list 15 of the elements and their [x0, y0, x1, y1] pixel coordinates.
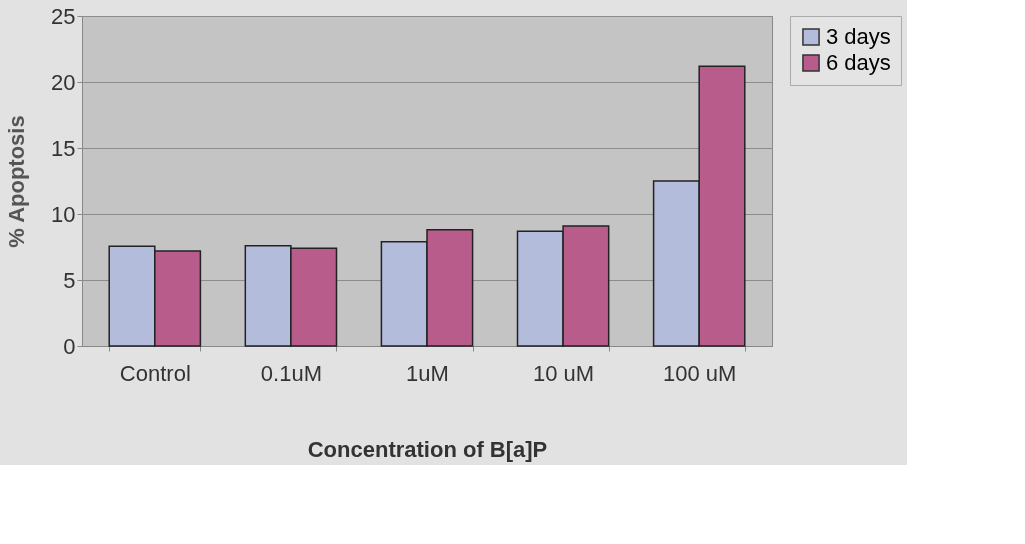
x-tick-label: 10 uM — [533, 360, 595, 386]
legend-label: 6 days — [826, 50, 891, 75]
y-tick-label: 15 — [51, 135, 76, 161]
x-axis-title: Concentration of B[a]P — [307, 436, 548, 462]
x-tick-label: Control — [119, 360, 191, 386]
y-tick-label: 5 — [63, 267, 76, 293]
y-tick-label: 0 — [63, 333, 76, 359]
y-tick-label: 25 — [51, 3, 76, 29]
y-tick-label: 20 — [51, 69, 76, 95]
y-tick-label: 10 — [51, 201, 76, 227]
x-tick-label: 0.1uM — [260, 360, 322, 386]
legend-label: 3 days — [826, 24, 891, 49]
y-axis-title: % Apoptosis — [4, 115, 30, 248]
x-tick-label: 1uM — [406, 360, 449, 386]
x-tick-label: 100 uM — [662, 360, 737, 386]
